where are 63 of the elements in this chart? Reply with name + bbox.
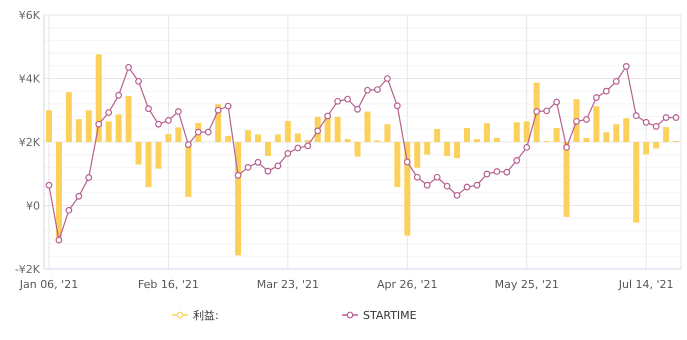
bar <box>404 142 410 236</box>
y-tick-label: -¥2K <box>14 263 41 276</box>
bar <box>106 121 112 142</box>
bar <box>394 142 400 188</box>
bar <box>165 134 172 142</box>
bar <box>384 124 390 142</box>
bar <box>593 106 600 142</box>
bar <box>245 130 252 142</box>
bar <box>274 134 281 142</box>
bar <box>424 142 430 155</box>
y-tick-label: ¥4K <box>18 72 41 86</box>
bar <box>514 122 520 142</box>
bar <box>86 110 92 142</box>
bar <box>254 134 261 142</box>
y-tick-label: ¥2K <box>18 136 41 149</box>
x-tick-label: Feb 16, '21 <box>138 278 199 291</box>
bar <box>126 96 132 142</box>
bar <box>554 128 560 142</box>
bar <box>564 142 570 217</box>
bar <box>364 112 370 142</box>
bar <box>643 142 650 154</box>
bar <box>444 142 450 156</box>
bar <box>175 127 182 142</box>
bar <box>76 119 82 142</box>
bar <box>623 118 630 142</box>
bar <box>494 138 500 142</box>
bar <box>344 139 351 142</box>
bar <box>603 132 610 142</box>
bar <box>225 136 232 142</box>
bar <box>146 142 152 188</box>
x-tick-label: Apr 26, '21 <box>377 278 438 291</box>
bar <box>663 127 670 142</box>
y-tick-label: ¥0 <box>26 200 40 212</box>
x-tick-label: May 25, '21 <box>494 278 559 291</box>
bar <box>116 114 122 142</box>
bar <box>633 142 640 223</box>
legend-label: STARTIME <box>363 309 417 322</box>
bar <box>185 142 192 197</box>
bar <box>434 128 440 142</box>
bar <box>464 128 470 142</box>
bar <box>264 142 271 156</box>
bar <box>474 139 480 142</box>
bar <box>414 142 420 168</box>
bar <box>454 142 460 158</box>
bar <box>524 121 530 142</box>
bar <box>653 142 660 148</box>
bar <box>294 133 301 142</box>
bar <box>354 142 361 157</box>
x-tick-label: Jul 14, '21 <box>618 278 674 291</box>
bar <box>613 124 620 142</box>
bar <box>136 142 142 165</box>
x-tick-label: Mar 23, '21 <box>256 278 319 291</box>
bar <box>583 138 590 142</box>
bar <box>155 142 162 169</box>
bar <box>284 121 291 142</box>
bar <box>484 123 490 142</box>
bar <box>235 142 242 256</box>
y-tick-label: ¥6K <box>18 9 41 22</box>
bar <box>334 116 341 142</box>
x-tick-label: Jan 06, '21 <box>18 278 78 291</box>
bar <box>66 92 72 142</box>
legend-label: 利益: <box>193 309 219 322</box>
bar <box>46 110 52 142</box>
